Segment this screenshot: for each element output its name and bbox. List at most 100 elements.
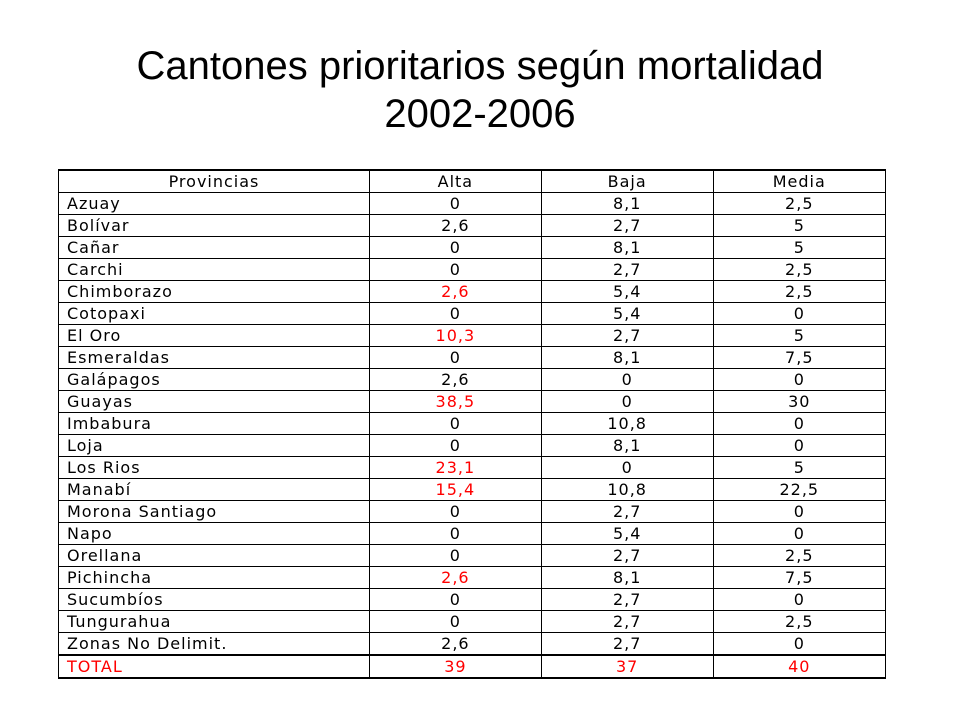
cell-media: 2,5 <box>712 610 887 633</box>
cell-baja: 8,1 <box>540 192 714 215</box>
table-row: Chimborazo 2,6 5,4 2,5 <box>58 280 887 303</box>
cell-baja: 8,1 <box>540 346 714 369</box>
title-line-1: Cantones prioritarios según mortalidad <box>136 44 824 88</box>
cell-media: 5 <box>712 324 887 347</box>
cell-media: 0 <box>712 434 887 457</box>
table-row: Pichincha 2,6 8,1 7,5 <box>58 566 887 589</box>
cell-alta: 38,5 <box>368 390 542 413</box>
cell-baja: 2,7 <box>540 610 714 633</box>
cell-media: 5 <box>712 214 887 237</box>
table-row: Zonas No Delimit. 2,6 2,7 0 <box>58 632 887 656</box>
title-line-2: 2002-2006 <box>384 92 576 136</box>
cell-baja: 2,7 <box>540 544 714 567</box>
cell-baja: 0 <box>540 368 714 391</box>
cell-provincia: Tungurahua <box>58 610 370 633</box>
cell-provincia: Morona Santiago <box>58 500 370 523</box>
total-alta: 39 <box>368 654 542 679</box>
cell-media: 0 <box>712 412 887 435</box>
table-row: Esmeraldas 0 8,1 7,5 <box>58 346 887 369</box>
cell-provincia: Sucumbíos <box>58 588 370 611</box>
cell-alta: 0 <box>368 500 542 523</box>
header-baja: Baja <box>540 169 714 193</box>
cell-baja: 5,4 <box>540 280 714 303</box>
table-row: Napo 0 5,4 0 <box>58 522 887 545</box>
table-row: Loja 0 8,1 0 <box>58 434 887 457</box>
total-media: 40 <box>712 654 887 679</box>
cell-baja: 0 <box>540 456 714 479</box>
cell-provincia: Orellana <box>58 544 370 567</box>
cell-alta: 0 <box>368 346 542 369</box>
cell-media: 2,5 <box>712 258 887 281</box>
cell-baja: 5,4 <box>540 302 714 325</box>
cell-provincia: Loja <box>58 434 370 457</box>
table-row: Cotopaxi 0 5,4 0 <box>58 302 887 325</box>
cell-alta: 0 <box>368 544 542 567</box>
cell-alta: 0 <box>368 522 542 545</box>
cell-baja: 10,8 <box>540 412 714 435</box>
cell-baja: 2,7 <box>540 632 714 656</box>
cell-alta: 2,6 <box>368 368 542 391</box>
cell-media: 2,5 <box>712 192 887 215</box>
cell-baja: 2,7 <box>540 588 714 611</box>
cell-media: 0 <box>712 632 887 656</box>
cell-alta: 10,3 <box>368 324 542 347</box>
cell-baja: 2,7 <box>540 258 714 281</box>
table-row: Carchi 0 2,7 2,5 <box>58 258 887 281</box>
cell-provincia: Zonas No Delimit. <box>58 632 370 656</box>
table-body: Azuay 0 8,1 2,5 Bolívar 2,6 2,7 5 Cañar 0 8,1 5 Carc… <box>58 192 887 656</box>
cell-alta: 0 <box>368 302 542 325</box>
cell-media: 22,5 <box>712 478 887 501</box>
cell-media: 5 <box>712 236 887 259</box>
cell-media: 7,5 <box>712 346 887 369</box>
cell-media: 5 <box>712 456 887 479</box>
cell-baja: 2,7 <box>540 324 714 347</box>
cell-baja: 10,8 <box>540 478 714 501</box>
cell-alta: 2,6 <box>368 280 542 303</box>
cell-provincia: Galápagos <box>58 368 370 391</box>
cell-provincia: Napo <box>58 522 370 545</box>
total-baja: 37 <box>540 654 714 679</box>
cell-alta: 0 <box>368 588 542 611</box>
cell-alta: 15,4 <box>368 478 542 501</box>
cell-baja: 2,7 <box>540 500 714 523</box>
cell-provincia: Azuay <box>58 192 370 215</box>
header-media: Media <box>712 169 887 193</box>
cell-provincia: Cañar <box>58 236 370 259</box>
cell-baja: 8,1 <box>540 434 714 457</box>
cell-provincia: Esmeraldas <box>58 346 370 369</box>
cell-alta: 0 <box>368 412 542 435</box>
cell-baja: 5,4 <box>540 522 714 545</box>
table-row: Cañar 0 8,1 5 <box>58 236 887 259</box>
table-row: Manabí 15,4 10,8 22,5 <box>58 478 887 501</box>
cell-provincia: Pichincha <box>58 566 370 589</box>
table-row: Sucumbíos 0 2,7 0 <box>58 588 887 611</box>
cell-provincia: Guayas <box>58 390 370 413</box>
cell-baja: 0 <box>540 390 714 413</box>
total-row: TOTAL 39 37 40 <box>58 654 887 679</box>
slide-title: Cantones prioritarios según mortalidad 2… <box>0 42 960 138</box>
cell-baja: 8,1 <box>540 236 714 259</box>
cell-provincia: Los Rios <box>58 456 370 479</box>
cell-baja: 8,1 <box>540 566 714 589</box>
cell-media: 2,5 <box>712 280 887 303</box>
cell-alta: 0 <box>368 192 542 215</box>
total-label: TOTAL <box>58 654 370 679</box>
cell-media: 0 <box>712 302 887 325</box>
cell-media: 0 <box>712 368 887 391</box>
cell-media: 0 <box>712 588 887 611</box>
cell-alta: 0 <box>368 258 542 281</box>
cell-provincia: Bolívar <box>58 214 370 237</box>
cell-baja: 2,7 <box>540 214 714 237</box>
cell-media: 2,5 <box>712 544 887 567</box>
cell-alta: 2,6 <box>368 566 542 589</box>
table-row: Azuay 0 8,1 2,5 <box>58 192 887 215</box>
cell-alta: 0 <box>368 610 542 633</box>
cell-alta: 0 <box>368 236 542 259</box>
cell-provincia: Carchi <box>58 258 370 281</box>
cell-provincia: Cotopaxi <box>58 302 370 325</box>
mortality-table: Provincias Alta Baja Media Azuay 0 8,1 2,5 B… <box>58 169 887 679</box>
cell-media: 0 <box>712 522 887 545</box>
cell-alta: 2,6 <box>368 214 542 237</box>
header-alta: Alta <box>368 169 542 193</box>
header-provincias: Provincias <box>58 169 370 193</box>
